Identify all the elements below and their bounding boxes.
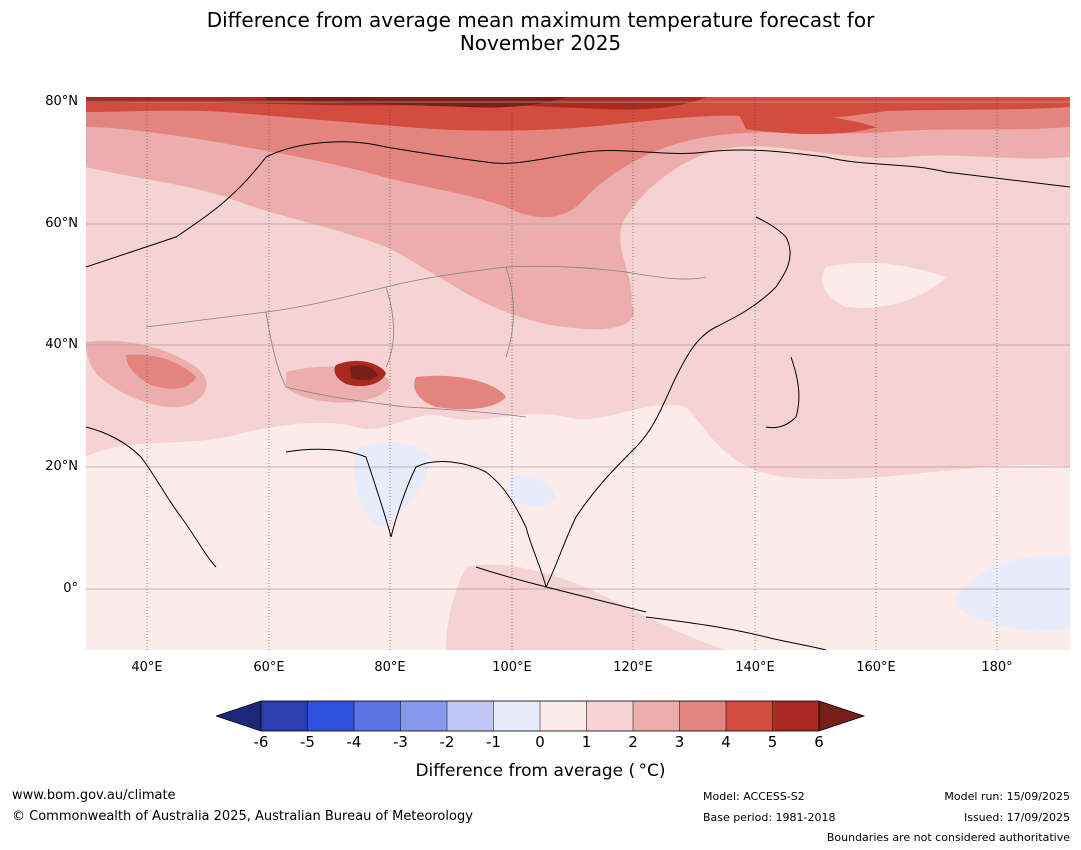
lon-label-160e: 160°E <box>856 660 896 675</box>
colorbar-tick-m2: -2 <box>439 733 455 751</box>
colorbar-tick-6: 6 <box>814 733 824 751</box>
colorbar-tick-m5: -5 <box>300 733 315 751</box>
colorbar-extend-high <box>818 700 866 732</box>
lon-label-100e: 100°E <box>492 660 532 675</box>
colorbar-bin-m4-m3 <box>354 701 401 731</box>
lon-label-80e: 80°E <box>374 660 406 675</box>
colorbar-bin-m1-0 <box>493 701 540 731</box>
anomaly-region-tibet-east <box>414 375 506 410</box>
colorbar-extend-low <box>214 700 262 732</box>
colorbar-bin-2-3 <box>633 701 680 731</box>
map-title: Difference from average mean maximum tem… <box>0 9 1081 55</box>
colorbar-tick-3: 3 <box>674 733 685 751</box>
colorbar-bin-m2-m1 <box>447 701 494 731</box>
lat-label-60n: 60°N <box>45 216 78 231</box>
colorbar-bin-4-5 <box>726 701 773 731</box>
lon-label-180: 180° <box>981 660 1013 675</box>
anomaly-region-1-2-south <box>446 564 726 650</box>
anomaly-region-4-5 <box>86 97 1070 131</box>
colorbar-bin-0-1 <box>540 701 587 731</box>
colorbar-bin-5-6 <box>772 701 819 731</box>
colorbar-bin-m5-m4 <box>307 701 354 731</box>
colorbar-tick-m6: -6 <box>253 733 269 751</box>
lon-label-40e: 40°E <box>131 660 163 675</box>
footer-model-run: Model run: 15/09/2025 <box>944 790 1070 803</box>
colorbar-tick-2: 2 <box>628 733 638 751</box>
colorbar <box>214 700 866 736</box>
country-borders <box>145 265 707 418</box>
anomaly-region-0-1-ne <box>822 262 946 308</box>
footer-base-period: Base period: 1981-2018 <box>703 811 836 824</box>
lon-label-120e: 120°E <box>613 660 653 675</box>
graticule-parallels <box>86 101 1070 590</box>
colorbar-title: Difference from average ( °C) <box>415 761 666 781</box>
anomaly-region-cool-india <box>354 442 431 527</box>
colorbar-bin-3-4 <box>679 701 726 731</box>
colorbar-bin-m6-m5 <box>261 701 308 731</box>
footer-website: www.bom.gov.au/climate <box>12 788 176 803</box>
lat-label-0: 0° <box>63 581 78 596</box>
colorbar-tick-m3: -3 <box>393 733 408 751</box>
colorbar-tick-0: 0 <box>535 733 545 751</box>
map-svg <box>86 97 1070 650</box>
anomaly-region-cool-indochina <box>508 475 556 507</box>
footer-model: Model: ACCESS-S2 <box>703 790 805 803</box>
lon-label-60e: 60°E <box>253 660 285 675</box>
colorbar-tick-m1: -1 <box>486 733 501 751</box>
lat-label-80n: 80°N <box>45 94 78 109</box>
colorbar-dividers <box>307 701 773 731</box>
lat-label-40n: 40°N <box>45 337 78 352</box>
footer-issued: Issued: 17/09/2025 <box>963 811 1070 824</box>
colorbar-tick-5: 5 <box>767 733 778 751</box>
coastlines <box>86 141 1070 650</box>
colorbar-tick-1: 1 <box>581 733 592 751</box>
lat-label-20n: 20°N <box>45 459 78 474</box>
anomaly-region-cool-pacific <box>956 555 1070 631</box>
graticule-meridians <box>146 97 998 650</box>
colorbar-bin-m3-m2 <box>400 701 447 731</box>
lon-label-140e: 140°E <box>735 660 775 675</box>
footer-disclaimer: Boundaries are not considered authoritat… <box>826 831 1070 844</box>
colorbar-tick-m4: -4 <box>346 733 362 751</box>
anomaly-hotspot-karakoram-core <box>350 365 378 381</box>
anomaly-region-middle-east-core <box>126 354 196 389</box>
anomaly-region-2-3-central <box>456 257 634 330</box>
title-line-1: Difference from average mean maximum tem… <box>206 8 875 32</box>
title-line-2: November 2025 <box>459 31 622 55</box>
colorbar-svg <box>214 700 866 732</box>
anomaly-region-4-5-east <box>736 109 876 134</box>
colorbar-bin-1-2 <box>586 701 633 731</box>
footer-copyright: © Commonwealth of Australia 2025, Austra… <box>12 809 473 824</box>
colorbar-tick-4: 4 <box>721 733 731 751</box>
temperature-anomaly-map <box>86 97 1070 650</box>
